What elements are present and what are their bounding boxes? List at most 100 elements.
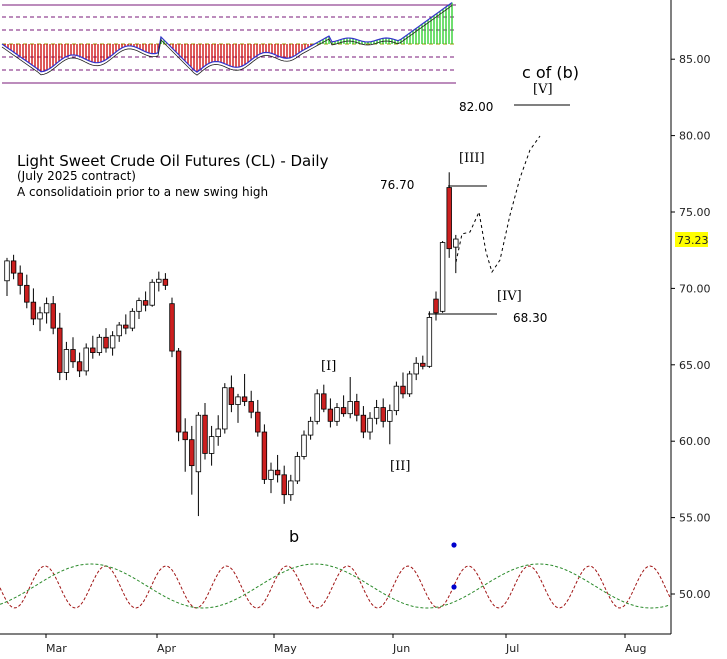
candle	[10, 254, 17, 280]
candle-body	[347, 401, 353, 415]
candle-body	[189, 439, 195, 467]
candle	[439, 241, 446, 313]
candle	[162, 273, 169, 290]
candle	[327, 398, 334, 428]
candle	[360, 406, 367, 439]
cycle-marker-bottom	[451, 584, 457, 590]
candle	[288, 474, 294, 501]
wave-label-c-of-b: c of (b)	[522, 63, 579, 82]
candle-body	[380, 407, 386, 422]
long-cycle-wave	[0, 563, 671, 609]
candle-body	[301, 434, 307, 457]
candle-body	[215, 428, 221, 438]
candle	[426, 311, 433, 368]
candle-body	[43, 303, 50, 314]
candle	[420, 355, 426, 370]
candle-body	[149, 281, 155, 306]
candle-body	[393, 385, 400, 412]
candle	[453, 234, 459, 274]
level-label-68-30: 68.30	[513, 311, 547, 325]
candle	[116, 322, 122, 342]
candle	[50, 296, 56, 335]
candle	[149, 279, 155, 307]
candle	[334, 403, 340, 426]
x-tick-label: Jun	[392, 642, 410, 655]
candle-body	[136, 300, 142, 312]
x-tick-label: Aug	[625, 642, 646, 655]
candle-body	[57, 327, 63, 373]
candle-body	[387, 410, 393, 422]
candle-body	[400, 385, 406, 395]
candle-body	[4, 260, 10, 282]
candle	[446, 172, 452, 258]
chart-subtitle-note: A consolidatioin prior to a new swing hi…	[17, 185, 268, 199]
candle-body	[109, 335, 116, 349]
candle	[340, 395, 347, 417]
candle	[413, 357, 419, 381]
candle	[347, 377, 353, 419]
oscillator-signal-line	[1, 5, 453, 76]
candle	[189, 425, 195, 495]
candle-body	[413, 362, 419, 375]
candle-body	[367, 417, 373, 433]
candle-body	[37, 312, 43, 320]
y-tick-label: 65.00	[679, 359, 711, 372]
candle	[43, 297, 50, 324]
candle-body	[10, 260, 17, 274]
time-axis: Mar Apr May Jun Jul Aug	[0, 633, 671, 655]
candle-body	[235, 396, 241, 405]
candle	[248, 390, 254, 419]
y-tick-label: 85.00	[679, 53, 711, 66]
candle-body	[83, 347, 89, 372]
oscillator-line	[1, 2, 453, 73]
candle-body	[123, 324, 129, 329]
chart-title: Light Sweet Crude Oil Futures (CL) - Dai…	[17, 152, 329, 170]
candle-body	[17, 272, 23, 286]
candle-body	[248, 401, 254, 413]
candle-body	[426, 317, 433, 367]
candle-body	[103, 336, 109, 349]
candle	[301, 430, 307, 460]
candle-body	[281, 474, 287, 496]
candle-body	[294, 456, 301, 482]
candle	[373, 399, 380, 425]
last-price-label: 73.23	[677, 234, 709, 247]
candle	[208, 425, 215, 466]
candle	[367, 412, 373, 440]
candle-body	[63, 349, 70, 373]
candle-body	[182, 431, 188, 441]
candle-body	[439, 242, 446, 312]
candle	[103, 328, 109, 353]
candle	[123, 314, 129, 335]
candle	[63, 341, 70, 381]
chart-subtitle-contract: (July 2025 contract)	[17, 169, 136, 183]
y-tick-label: 60.00	[679, 435, 711, 448]
y-tick-label: 50.00	[679, 588, 711, 601]
candle-body	[453, 238, 459, 248]
wave-label-I: [I]	[321, 359, 336, 374]
candle	[156, 271, 162, 292]
candle-body	[129, 310, 136, 329]
candle	[380, 398, 386, 428]
candle	[228, 375, 235, 413]
candle	[202, 403, 208, 460]
candle-body	[261, 431, 268, 480]
candle	[406, 370, 413, 397]
candle	[294, 451, 301, 484]
x-tick-label: Apr	[157, 642, 177, 655]
candle-body	[156, 278, 162, 283]
last-price-tag	[675, 232, 708, 247]
candle	[274, 454, 281, 483]
wave-label-V: [V]	[533, 82, 553, 97]
candle	[30, 288, 37, 326]
candle-body	[50, 303, 56, 329]
candle	[268, 462, 274, 494]
oscillator-panel	[1, 2, 456, 84]
candle-body	[76, 361, 83, 372]
wave-label-IV: [IV]	[497, 289, 522, 304]
candle-body	[96, 336, 103, 353]
candle	[4, 257, 10, 297]
candle-body	[255, 411, 261, 433]
candle	[169, 297, 175, 358]
candle-body	[274, 469, 281, 476]
